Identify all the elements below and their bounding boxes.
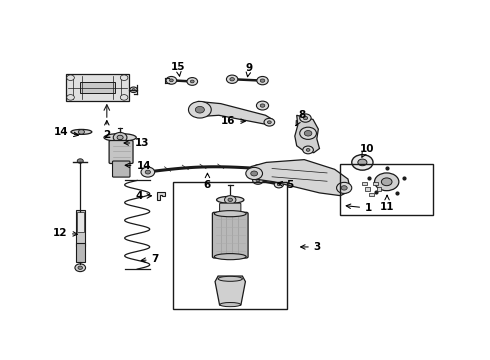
Bar: [75, 210, 85, 246]
Circle shape: [341, 186, 347, 190]
Circle shape: [251, 171, 258, 176]
Circle shape: [130, 87, 137, 93]
Text: 6: 6: [204, 173, 211, 190]
Circle shape: [170, 79, 173, 82]
Text: 14: 14: [54, 127, 78, 137]
Text: 15: 15: [171, 62, 185, 76]
Text: 14: 14: [125, 161, 151, 171]
FancyBboxPatch shape: [220, 203, 241, 212]
Circle shape: [145, 170, 150, 174]
Circle shape: [141, 167, 155, 177]
Circle shape: [264, 118, 275, 126]
Circle shape: [337, 183, 352, 193]
Text: 13: 13: [124, 138, 150, 148]
Circle shape: [260, 79, 265, 82]
Text: 10: 10: [360, 144, 374, 157]
Circle shape: [224, 195, 236, 204]
Circle shape: [277, 184, 280, 186]
Circle shape: [166, 76, 177, 84]
Ellipse shape: [217, 196, 244, 203]
Circle shape: [67, 95, 74, 100]
Bar: [80, 82, 115, 94]
Text: 8: 8: [296, 110, 305, 126]
FancyBboxPatch shape: [212, 212, 248, 258]
Circle shape: [253, 165, 264, 172]
Circle shape: [303, 116, 308, 120]
Bar: [366, 187, 370, 191]
Ellipse shape: [104, 134, 136, 141]
Text: 16: 16: [220, 116, 245, 126]
Circle shape: [226, 75, 238, 84]
Circle shape: [374, 173, 399, 191]
Circle shape: [113, 132, 127, 143]
Polygon shape: [198, 102, 272, 125]
Bar: [77, 212, 84, 232]
Bar: [173, 182, 287, 309]
Ellipse shape: [218, 276, 243, 281]
Bar: [377, 187, 381, 191]
Text: 3: 3: [301, 242, 321, 252]
Text: 12: 12: [52, 228, 77, 238]
Circle shape: [190, 80, 194, 83]
Circle shape: [306, 149, 310, 151]
Bar: [75, 243, 85, 262]
Circle shape: [246, 167, 263, 180]
Ellipse shape: [214, 253, 246, 260]
Circle shape: [257, 76, 268, 85]
Polygon shape: [215, 276, 245, 305]
Circle shape: [121, 95, 128, 100]
Circle shape: [187, 77, 197, 85]
Circle shape: [300, 127, 317, 139]
Circle shape: [260, 104, 265, 107]
Bar: [373, 182, 378, 185]
Polygon shape: [295, 115, 319, 153]
Polygon shape: [157, 192, 165, 201]
Circle shape: [230, 77, 234, 81]
Text: 5: 5: [278, 180, 294, 190]
Circle shape: [257, 167, 261, 170]
Circle shape: [196, 107, 204, 113]
Ellipse shape: [220, 302, 241, 307]
Circle shape: [78, 266, 82, 269]
Text: 1: 1: [346, 203, 372, 213]
Text: 11: 11: [380, 195, 394, 212]
Circle shape: [67, 75, 74, 81]
Bar: [369, 193, 374, 196]
Circle shape: [75, 264, 86, 271]
Circle shape: [303, 146, 314, 154]
Text: 2: 2: [103, 121, 110, 140]
Circle shape: [352, 155, 373, 170]
Circle shape: [77, 159, 83, 163]
Circle shape: [117, 135, 123, 140]
Circle shape: [300, 114, 311, 122]
Circle shape: [78, 130, 84, 134]
Text: 4: 4: [136, 191, 151, 201]
Circle shape: [358, 159, 367, 166]
Circle shape: [253, 176, 263, 184]
Circle shape: [256, 179, 260, 182]
Circle shape: [274, 181, 283, 188]
FancyBboxPatch shape: [109, 140, 133, 163]
Text: 9: 9: [245, 63, 253, 77]
Circle shape: [256, 101, 269, 110]
Circle shape: [228, 198, 233, 202]
Circle shape: [268, 121, 271, 123]
Circle shape: [381, 178, 392, 186]
Circle shape: [132, 89, 135, 91]
Circle shape: [189, 102, 211, 118]
Ellipse shape: [214, 211, 246, 217]
Polygon shape: [249, 159, 350, 195]
Circle shape: [121, 75, 128, 81]
Bar: [363, 182, 367, 185]
Text: 7: 7: [141, 255, 159, 264]
Bar: [341, 164, 433, 215]
Ellipse shape: [71, 129, 92, 134]
FancyBboxPatch shape: [66, 75, 129, 101]
Circle shape: [304, 131, 312, 136]
FancyBboxPatch shape: [113, 161, 130, 177]
